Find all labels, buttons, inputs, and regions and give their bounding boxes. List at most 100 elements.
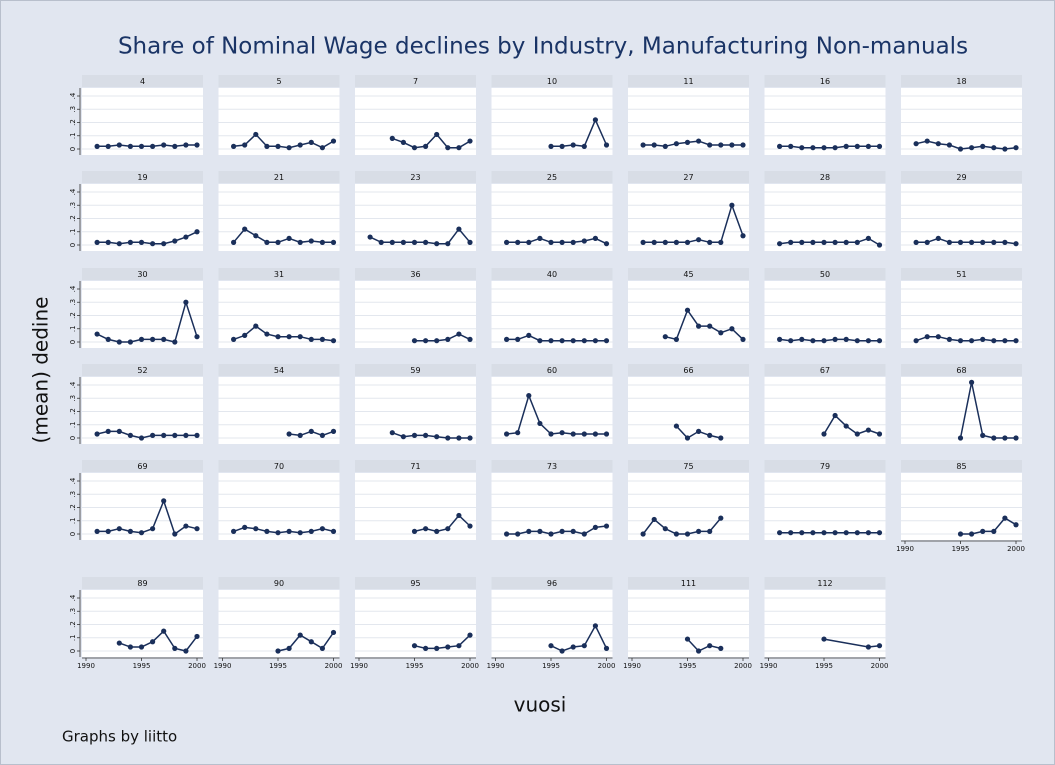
point bbox=[504, 336, 510, 342]
point bbox=[138, 644, 145, 650]
plot-area bbox=[82, 88, 203, 155]
x-tick-label: 2000 bbox=[598, 662, 616, 670]
point bbox=[957, 531, 964, 537]
point bbox=[467, 632, 473, 638]
panel-header bbox=[764, 364, 886, 376]
y-tick-label: .2 bbox=[69, 119, 77, 126]
point bbox=[696, 528, 702, 534]
point bbox=[389, 430, 395, 436]
point bbox=[821, 530, 827, 536]
point bbox=[843, 336, 849, 342]
point bbox=[94, 143, 100, 149]
plot-area bbox=[82, 184, 203, 251]
point bbox=[183, 299, 189, 305]
point bbox=[183, 432, 189, 438]
point bbox=[581, 643, 587, 649]
point bbox=[411, 338, 418, 344]
panel-header bbox=[901, 268, 1022, 280]
panel-title: 112 bbox=[817, 579, 832, 588]
plot-area bbox=[628, 281, 749, 348]
point bbox=[548, 239, 554, 245]
line bbox=[369, 227, 471, 245]
point bbox=[297, 334, 303, 340]
point bbox=[980, 239, 986, 245]
panel-header bbox=[491, 460, 613, 472]
panel-title: 28 bbox=[820, 173, 830, 182]
point bbox=[94, 239, 100, 245]
point bbox=[865, 235, 872, 241]
point bbox=[161, 336, 167, 342]
point bbox=[865, 338, 872, 344]
panel-title: 40 bbox=[547, 270, 557, 279]
point bbox=[570, 644, 576, 650]
x-tick-label: 2000 bbox=[325, 662, 343, 670]
point bbox=[707, 323, 713, 329]
panel-header bbox=[82, 460, 203, 472]
point bbox=[854, 530, 860, 536]
point bbox=[411, 528, 418, 534]
point bbox=[172, 531, 178, 537]
point bbox=[1013, 145, 1019, 151]
point bbox=[548, 338, 554, 344]
point bbox=[581, 431, 587, 437]
point bbox=[172, 143, 178, 149]
point bbox=[330, 138, 337, 144]
point bbox=[980, 528, 986, 534]
point bbox=[980, 432, 986, 438]
point bbox=[275, 334, 281, 340]
x-tick-label: 1995 bbox=[542, 662, 560, 670]
panel-title: 23 bbox=[410, 173, 420, 182]
point bbox=[423, 432, 429, 438]
x-tick-label: 1990 bbox=[214, 662, 232, 670]
point bbox=[559, 430, 565, 436]
point bbox=[935, 141, 941, 147]
point bbox=[253, 323, 259, 329]
point bbox=[434, 338, 440, 344]
point bbox=[445, 644, 451, 650]
point bbox=[865, 644, 872, 650]
plot-area bbox=[218, 184, 340, 251]
point bbox=[286, 528, 292, 534]
panel-title: 66 bbox=[683, 366, 693, 375]
point bbox=[445, 336, 451, 342]
point bbox=[913, 239, 919, 245]
point bbox=[865, 143, 872, 149]
point bbox=[467, 239, 473, 245]
point bbox=[172, 339, 178, 345]
point bbox=[548, 431, 554, 437]
point bbox=[389, 135, 395, 141]
point bbox=[559, 239, 565, 245]
point bbox=[264, 331, 270, 337]
point bbox=[684, 239, 691, 245]
line bbox=[506, 393, 607, 435]
panel-header bbox=[901, 364, 1022, 376]
point bbox=[183, 142, 189, 148]
point bbox=[1002, 515, 1008, 521]
point bbox=[275, 530, 281, 536]
point bbox=[467, 336, 473, 342]
y-tick-label: .3 bbox=[69, 106, 77, 113]
point bbox=[172, 645, 178, 651]
point bbox=[592, 338, 599, 344]
plot-area bbox=[901, 184, 1022, 251]
point bbox=[286, 235, 292, 241]
point bbox=[400, 239, 406, 245]
point bbox=[592, 117, 599, 123]
panel-header bbox=[355, 171, 476, 183]
panel-title: 4 bbox=[140, 77, 145, 86]
point bbox=[718, 239, 724, 245]
point bbox=[843, 423, 849, 429]
point bbox=[411, 432, 418, 438]
point bbox=[445, 241, 451, 247]
point bbox=[969, 338, 975, 344]
panel-title: 36 bbox=[410, 270, 420, 279]
point bbox=[876, 143, 883, 149]
point bbox=[94, 431, 100, 437]
point bbox=[684, 139, 691, 145]
plot-area bbox=[218, 377, 340, 444]
point bbox=[799, 239, 805, 245]
point bbox=[275, 239, 281, 245]
panel-title: 85 bbox=[956, 462, 966, 471]
point bbox=[297, 530, 303, 536]
line bbox=[915, 335, 1016, 342]
